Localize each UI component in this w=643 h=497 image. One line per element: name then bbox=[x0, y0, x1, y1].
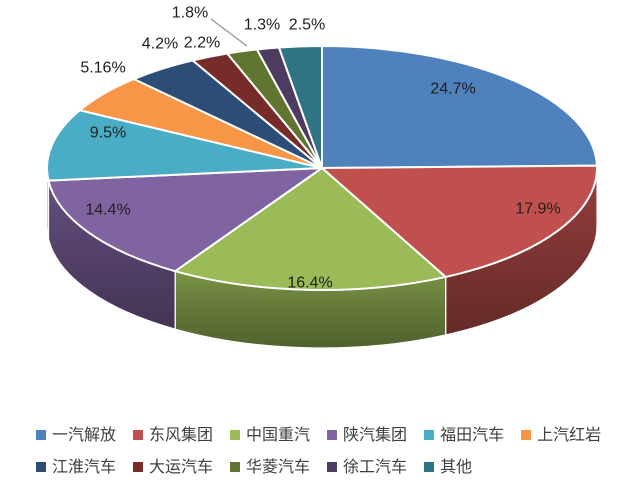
legend-item: 大运汽车 bbox=[133, 457, 213, 477]
legend-item-label: 徐工汽车 bbox=[343, 457, 408, 476]
legend-item-label: 上汽红岩 bbox=[537, 425, 602, 444]
legend-item-label: 一汽解放 bbox=[52, 425, 117, 444]
slice-percent-label: 16.4% bbox=[287, 275, 332, 292]
legend-item-label: 福田汽车 bbox=[440, 425, 505, 444]
chart-legend: 一汽解放 东风集团 中国重汽 陕汽集团 福田汽车 上汽红岩江淮汽车 大运汽车 华菱汽车 徐工汽车… bbox=[36, 425, 626, 477]
slice-percent-label: 2.5% bbox=[289, 17, 325, 34]
legend-item: 一汽解放 bbox=[36, 425, 116, 445]
legend-row: 一汽解放 东风集团 中国重汽 陕汽集团 福田汽车 上汽红岩 bbox=[36, 425, 626, 445]
slice-percent-label: 14.4% bbox=[85, 202, 130, 219]
slice-percent-label: 5.16% bbox=[80, 60, 125, 77]
slice-percent-label: 9.5% bbox=[90, 125, 126, 142]
legend-color-swatch bbox=[424, 430, 435, 440]
pie-slice bbox=[47, 167, 323, 273]
legend-item-label: 陕汽集团 bbox=[343, 425, 408, 444]
pie-slice bbox=[321, 164, 598, 278]
legend-item-label: 其他 bbox=[440, 457, 473, 476]
legend-item: 上汽红岩 bbox=[521, 425, 601, 445]
legend-item: 东风集团 bbox=[133, 425, 213, 445]
legend-color-swatch bbox=[36, 430, 46, 440]
legend-item: 陕汽集团 bbox=[327, 425, 407, 445]
legend-color-swatch bbox=[327, 430, 338, 440]
slice-percent-label: 1.3% bbox=[244, 17, 280, 34]
legend-item: 中国重汽 bbox=[230, 425, 310, 445]
legend-color-swatch bbox=[424, 462, 435, 472]
legend-item: 徐工汽车 bbox=[327, 457, 407, 477]
legend-color-swatch bbox=[230, 430, 241, 440]
legend-item-label: 江淮汽车 bbox=[52, 457, 117, 476]
legend-color-swatch bbox=[327, 462, 338, 472]
slice-percent-label: 4.2% bbox=[142, 36, 178, 53]
legend-item: 华菱汽车 bbox=[230, 457, 310, 477]
legend-color-swatch bbox=[36, 462, 46, 472]
legend-item-label: 大运汽车 bbox=[149, 457, 214, 476]
legend-color-swatch bbox=[133, 462, 144, 472]
slice-percent-label: 17.9% bbox=[515, 201, 560, 218]
legend-color-swatch bbox=[133, 430, 144, 440]
pie-slice bbox=[321, 45, 598, 169]
pie-slice bbox=[174, 167, 447, 291]
legend-item-label: 华菱汽车 bbox=[246, 457, 311, 476]
legend-color-swatch bbox=[230, 462, 241, 472]
slice-percent-label: 1.8% bbox=[172, 5, 208, 22]
pie-slice bbox=[46, 109, 323, 182]
label-leader-line bbox=[210, 18, 248, 47]
legend-item-label: 中国重汽 bbox=[246, 425, 311, 444]
pie-slice bbox=[278, 45, 323, 169]
legend-row: 江淮汽车 大运汽车 华菱汽车 徐工汽车 其他 bbox=[36, 457, 626, 477]
legend-color-swatch bbox=[521, 430, 532, 440]
slice-percent-label: 2.2% bbox=[184, 35, 220, 52]
legend-item: 福田汽车 bbox=[424, 425, 504, 445]
legend-item: 江淮汽车 bbox=[36, 457, 116, 477]
legend-item: 其他 bbox=[424, 457, 472, 477]
pie-chart-canvas: 24.7% 17.9% 16.4% 14.4% 9.5% 5.16% 4.2% 2.2% 1.8… bbox=[46, 5, 598, 349]
slice-percent-label: 24.7% bbox=[430, 81, 475, 98]
legend-item-label: 东风集团 bbox=[149, 425, 214, 444]
